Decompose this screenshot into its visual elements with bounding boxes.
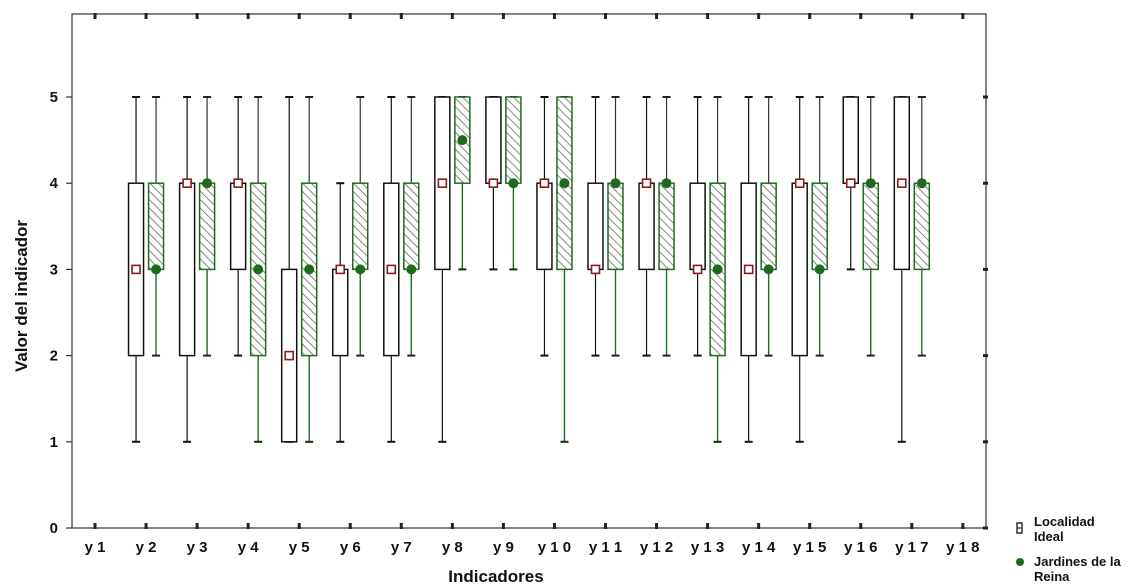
box-localidad bbox=[587, 182, 604, 271]
box-jardines bbox=[658, 182, 675, 271]
x-tick-label: y 7 bbox=[391, 539, 412, 556]
legend-localidad-marker bbox=[1016, 522, 1023, 534]
median-localidad bbox=[233, 178, 243, 188]
x-tick-label: y 1 0 bbox=[538, 539, 571, 556]
median-jardines bbox=[202, 178, 213, 189]
x-tick-label: y 1 5 bbox=[793, 539, 826, 556]
y-tick-label: 1 bbox=[50, 434, 58, 451]
legend-jardines-label-1: Jardines de la bbox=[1034, 554, 1121, 569]
median-jardines bbox=[304, 264, 315, 275]
legend: Localidad Ideal Jardines de la Reina bbox=[1016, 514, 1121, 584]
x-tick-label: y 1 2 bbox=[640, 539, 673, 556]
box-jardines bbox=[811, 182, 828, 271]
median-localidad bbox=[182, 178, 192, 188]
box-jardines bbox=[760, 182, 777, 271]
box-jardines bbox=[147, 182, 165, 271]
median-localidad bbox=[743, 264, 754, 275]
x-tick-label: y 1 3 bbox=[691, 539, 724, 556]
x-tick-label: y 5 bbox=[289, 539, 310, 556]
plot-area: 0 1 2 3 4 5 y 1 y 2 y 3 y 4 y 5 y 6 y 7 y 8 y 9 y 1 0 y … bbox=[50, 13, 988, 556]
box-localidad bbox=[332, 268, 349, 357]
median-localidad bbox=[896, 178, 907, 188]
median-localidad bbox=[335, 264, 346, 275]
legend-localidad-label-1: Localidad bbox=[1034, 514, 1095, 529]
x-tick-label: y 8 bbox=[442, 539, 463, 556]
y-tick-label: 5 bbox=[50, 89, 58, 106]
x-axis-title: Indicadores bbox=[448, 567, 543, 586]
median-jardines bbox=[814, 264, 825, 275]
box-jardines bbox=[913, 182, 931, 271]
box-localidad bbox=[178, 182, 196, 357]
median-localidad bbox=[692, 264, 703, 275]
median-jardines bbox=[916, 178, 927, 189]
median-localidad bbox=[488, 178, 499, 188]
box-localidad bbox=[229, 182, 247, 271]
median-jardines bbox=[559, 178, 570, 189]
x-tick-label: y 1 bbox=[85, 539, 106, 556]
median-localidad bbox=[641, 178, 652, 188]
x-tick-label: y 1 4 bbox=[742, 539, 776, 556]
x-tick-label: y 1 1 bbox=[589, 539, 622, 556]
box-localidad bbox=[791, 182, 808, 357]
box-jardines bbox=[862, 182, 879, 271]
legend-localidad-label-2: Ideal bbox=[1034, 529, 1064, 544]
box-jardines bbox=[403, 182, 420, 271]
median-localidad bbox=[131, 264, 141, 275]
median-localidad bbox=[437, 178, 448, 188]
x-tick-label: y 1 8 bbox=[946, 539, 979, 556]
median-jardines bbox=[355, 264, 366, 275]
median-jardines bbox=[508, 178, 519, 189]
median-jardines bbox=[253, 264, 264, 275]
median-jardines bbox=[712, 264, 723, 275]
y-tick-label: 2 bbox=[50, 348, 58, 365]
median-jardines bbox=[457, 135, 468, 146]
legend-jardines-label-2: Reina bbox=[1034, 569, 1070, 584]
x-tick-label: y 4 bbox=[238, 539, 260, 556]
y-tick-label: 4 bbox=[50, 175, 59, 192]
median-localidad bbox=[590, 264, 601, 275]
median-localidad bbox=[539, 178, 550, 188]
x-tick-label: y 1 7 bbox=[895, 539, 928, 556]
box-localidad bbox=[638, 182, 655, 271]
median-localidad bbox=[386, 264, 397, 275]
y-tick-label: 0 bbox=[50, 520, 58, 537]
box-localidad bbox=[689, 182, 706, 271]
y-axis-title: Valor del indicador bbox=[12, 220, 31, 372]
x-tick-label: y 9 bbox=[493, 539, 514, 556]
x-tick-label: y 6 bbox=[340, 539, 361, 556]
median-localidad bbox=[284, 350, 295, 361]
box-jardines bbox=[352, 182, 369, 271]
median-jardines bbox=[610, 178, 621, 189]
box-localidad bbox=[536, 182, 553, 271]
x-tick-label: y 3 bbox=[187, 539, 208, 556]
median-jardines bbox=[865, 178, 876, 189]
box-jardines bbox=[198, 182, 216, 271]
box-jardines bbox=[505, 96, 522, 184]
y-tick-label: 3 bbox=[50, 261, 58, 278]
box-localidad bbox=[842, 96, 859, 184]
x-tick-label: y 2 bbox=[136, 539, 157, 556]
plot-frame bbox=[71, 13, 987, 529]
median-jardines bbox=[151, 264, 162, 275]
x-tick-label: y 1 6 bbox=[844, 539, 877, 556]
median-jardines bbox=[406, 264, 417, 275]
box-localidad bbox=[485, 96, 502, 184]
legend-jardines-marker bbox=[1016, 558, 1024, 566]
median-localidad bbox=[794, 178, 805, 188]
median-jardines bbox=[661, 178, 672, 189]
box-jardines bbox=[607, 182, 624, 271]
median-localidad bbox=[845, 178, 856, 188]
median-jardines bbox=[763, 264, 774, 275]
